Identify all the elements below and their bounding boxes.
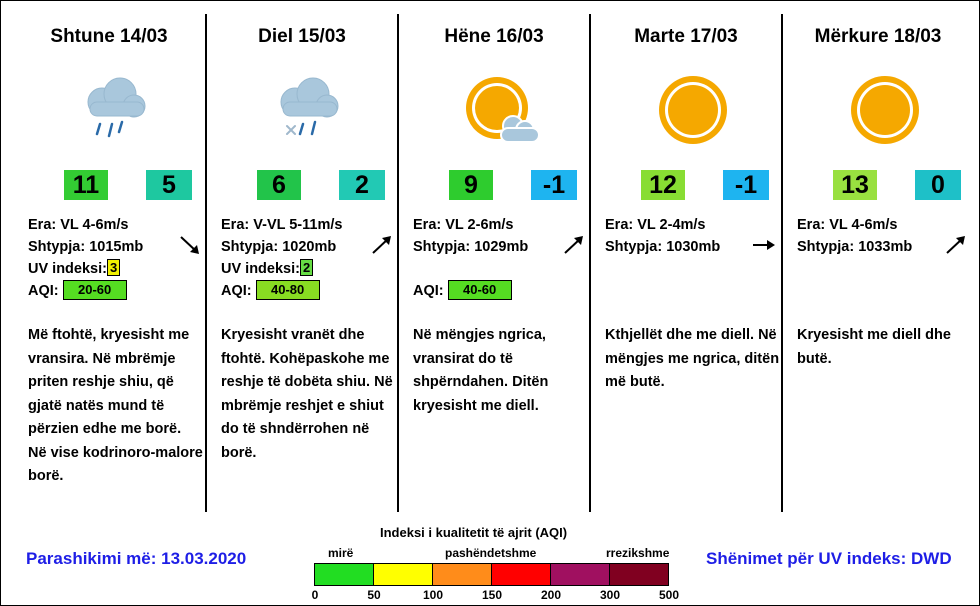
- aqi-badge: 40-60: [447, 280, 512, 300]
- day-column-1: Shtune 14/03 11 5 Era: VL 4-6m/s Shtypja…: [14, 0, 204, 510]
- aqi-label-unhealthy: pashëndetshme: [445, 546, 537, 560]
- pressure-value: 1020mb: [282, 239, 337, 255]
- aqi-tick: 300: [599, 588, 621, 602]
- day-description: Kryesisht me diell dhe butë.: [797, 327, 951, 367]
- wind-value: VL 2-4m/s: [637, 217, 706, 233]
- day-title: Mërkure 18/03: [814, 26, 942, 47]
- day-description: Në mëngjes ngrica, vransirat do të shpër…: [413, 327, 549, 414]
- day-info: Era: VL 4-6m/s Shtypja: 1033mb: [797, 214, 972, 258]
- day-title: Hëne 16/03: [444, 26, 544, 47]
- max-temperature: 9: [449, 170, 493, 200]
- aqi-badge: 40-80: [255, 280, 320, 300]
- sun-icon: [653, 72, 733, 156]
- column-divider: [397, 14, 399, 512]
- day-description: Kryesisht vranët dhe ftohtë. Kohëpaskohe…: [221, 327, 393, 461]
- min-temperature: 5: [146, 170, 192, 200]
- uv-source-note: Shënimet për UV indeks: DWD: [706, 549, 952, 568]
- column-divider: [205, 14, 207, 512]
- wind-row: Era: VL 4-6m/s: [797, 217, 898, 233]
- uv-badge: 3: [106, 259, 121, 276]
- uv-row: UV indeksi: 3: [28, 258, 203, 280]
- day-info: Era: V-VL 5-11m/s Shtypja: 1020mb UV ind…: [221, 214, 396, 302]
- rain-cloud-icon: [76, 72, 156, 156]
- wind-value: VL 2-6m/s: [445, 217, 514, 233]
- pressure-value: 1015mb: [89, 239, 144, 255]
- day-column-5: Mërkure 18/03 13 0 Era: VL 4-6m/s Shtypj…: [783, 0, 973, 510]
- max-temperature: 13: [833, 170, 877, 200]
- day-title: Marte 17/03: [634, 26, 738, 47]
- day-column-2: Diel 15/03 6 2 Era: V-VL 5-11m/s Shtypja…: [207, 0, 397, 510]
- aqi-segment-moderate: [374, 564, 433, 585]
- aqi-tick: 200: [540, 588, 562, 602]
- arrow-right-icon: [753, 240, 775, 250]
- pressure-value: 1033mb: [858, 239, 913, 255]
- aqi-tick: 100: [422, 588, 444, 602]
- aqi-legend-title: Indeksi i kualitetit të ajrit (AQI): [380, 525, 568, 540]
- min-temperature: -1: [531, 170, 577, 200]
- wind-value: VL 4-6m/s: [60, 217, 129, 233]
- aqi-label-hazardous: rrezikshme: [606, 546, 670, 560]
- sleet-cloud-icon: [269, 72, 349, 156]
- sun-cloud-icon: [461, 72, 541, 156]
- day-description: Kthjellët dhe me diell. Në mëngjes me ng…: [605, 327, 780, 390]
- aqi-segment-sensitive: [433, 564, 492, 585]
- day-info: Era: VL 2-4m/s Shtypja: 1030mb: [605, 214, 780, 258]
- aqi-tick: 0: [311, 588, 319, 602]
- wind-value: V-VL 5-11m/s: [253, 217, 343, 233]
- aqi-row: AQI: 20-60: [28, 280, 203, 302]
- day-info: Era: VL 2-6m/s Shtypja: 1029mb AQI: 40-60: [413, 214, 588, 302]
- pressure-row: Shtypja: 1020mb: [221, 239, 337, 255]
- aqi-segment-hazardous: [610, 564, 668, 585]
- aqi-row: AQI: 40-80: [221, 280, 396, 302]
- day-column-3: Hëne 16/03 9 -1 Era: VL 2-6m/s Shtypja: …: [399, 0, 589, 510]
- forecast-date: Parashikimi më: 13.03.2020: [26, 549, 247, 568]
- max-temperature: 12: [641, 170, 685, 200]
- aqi-tick: 50: [367, 588, 381, 602]
- aqi-row: AQI: 40-60: [413, 280, 588, 302]
- pressure-row: Shtypja: 1033mb: [797, 239, 913, 255]
- min-temperature: 0: [915, 170, 961, 200]
- aqi-segment-good: [315, 564, 374, 585]
- pressure-row: Shtypja: 1015mb: [28, 239, 144, 255]
- min-temperature: -1: [723, 170, 769, 200]
- day-description: Më ftohtë, kryesisht me vransira. Në mbr…: [28, 327, 203, 484]
- arrow-up-right-icon: [372, 236, 391, 254]
- sun-icon: [845, 72, 925, 156]
- max-temperature: 11: [64, 170, 108, 200]
- aqi-tick: 150: [481, 588, 503, 602]
- pressure-row: Shtypja: 1030mb: [605, 239, 721, 255]
- wind-row: Era: VL 2-6m/s: [413, 217, 514, 233]
- aqi-color-scale: [314, 563, 669, 586]
- uv-badge: 2: [299, 259, 314, 276]
- aqi-badge: 20-60: [62, 280, 127, 300]
- aqi-label-good: mirë: [328, 546, 354, 560]
- aqi-tick: 500: [658, 588, 680, 602]
- wind-value: VL 4-6m/s: [829, 217, 898, 233]
- day-info: Era: VL 4-6m/s Shtypja: 1015mb UV indeks…: [28, 214, 203, 302]
- uv-row: UV indeksi: 2: [221, 258, 396, 280]
- column-divider: [589, 14, 591, 512]
- arrow-down-right-icon: [180, 236, 199, 254]
- day-title: Diel 15/03: [258, 26, 346, 47]
- pressure-row: Shtypja: 1029mb: [413, 239, 529, 255]
- wind-row: Era: V-VL 5-11m/s: [221, 217, 343, 233]
- wind-row: Era: VL 4-6m/s: [28, 217, 129, 233]
- day-title: Shtune 14/03: [50, 26, 168, 47]
- column-divider: [781, 14, 783, 512]
- arrow-up-right-icon: [564, 236, 583, 254]
- aqi-segment-very-unhealthy: [551, 564, 610, 585]
- pressure-value: 1030mb: [666, 239, 721, 255]
- wind-row: Era: VL 2-4m/s: [605, 217, 706, 233]
- pressure-value: 1029mb: [474, 239, 529, 255]
- min-temperature: 2: [339, 170, 385, 200]
- day-column-4: Marte 17/03 12 -1 Era: VL 2-4m/s Shtypja…: [591, 0, 781, 510]
- arrow-up-right-icon: [946, 236, 965, 254]
- aqi-segment-unhealthy: [492, 564, 551, 585]
- max-temperature: 6: [257, 170, 301, 200]
